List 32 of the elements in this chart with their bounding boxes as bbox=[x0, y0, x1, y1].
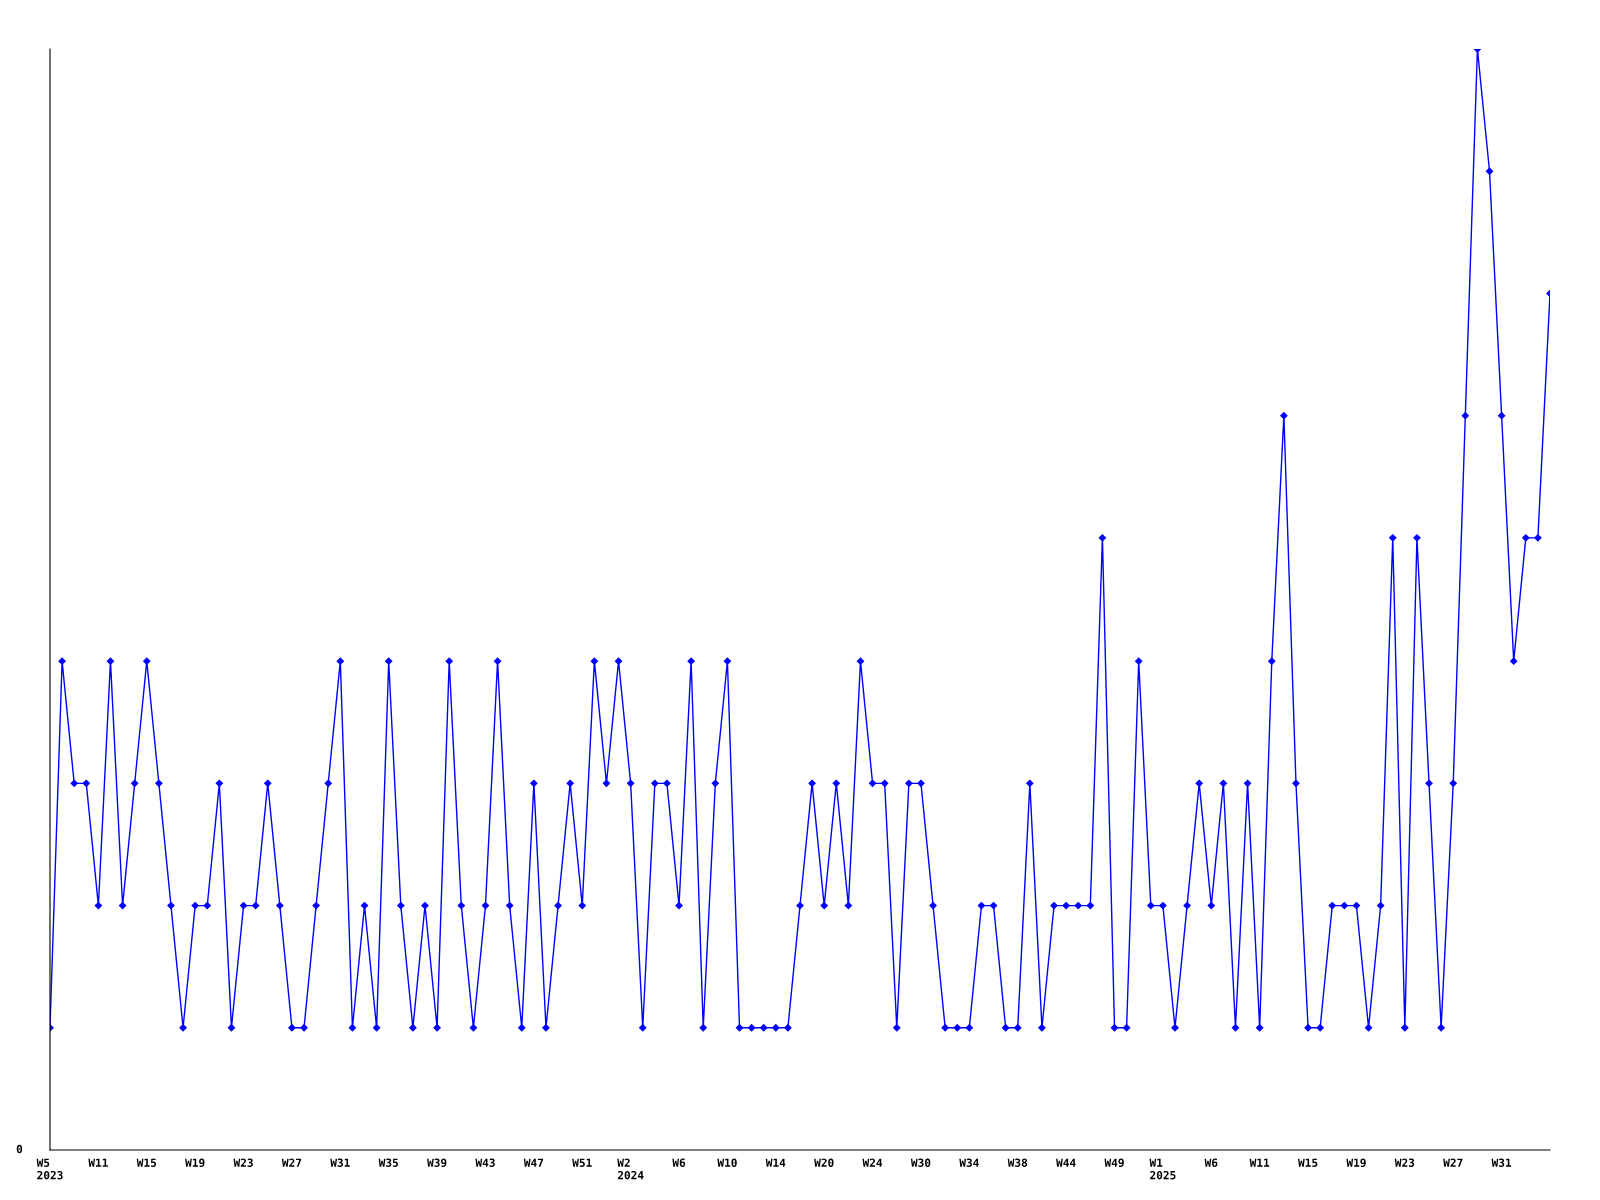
x-tick-label: W23 bbox=[233, 1158, 253, 1167]
x-tick-label: W44 bbox=[1056, 1158, 1076, 1167]
x-tick-label: W38 bbox=[1007, 1158, 1028, 1167]
x-tick-label: W24 bbox=[862, 1158, 883, 1167]
x-tick-label: W27 bbox=[1443, 1158, 1463, 1167]
x-tick-label: W39 bbox=[427, 1158, 447, 1167]
x-tick-label: W6 bbox=[1204, 1158, 1218, 1167]
x-tick-label: W34 bbox=[959, 1158, 979, 1167]
x-tick-label: W11 bbox=[88, 1158, 108, 1167]
x-tick-label: W10 bbox=[717, 1158, 737, 1167]
x-tick-label: W19 bbox=[185, 1158, 205, 1167]
x-tick-label: W30 bbox=[910, 1158, 931, 1167]
x-tick-label: W5 2023 bbox=[36, 1158, 63, 1180]
text: 0 bbox=[16, 1144, 23, 1154]
x-tick-label: W6 bbox=[672, 1158, 686, 1167]
x-tick-label: W49 bbox=[1104, 1158, 1124, 1167]
x-tick-label: W51 bbox=[572, 1158, 592, 1167]
x-tick-label: W1 2025 bbox=[1149, 1158, 1176, 1180]
x-tick-label: W43 bbox=[475, 1158, 495, 1167]
x-tick-label: W15 bbox=[136, 1158, 157, 1167]
x-tick-label: W27 bbox=[281, 1158, 302, 1167]
x-tick-label: W15 bbox=[1298, 1158, 1318, 1167]
x-tick-label: W19 bbox=[1346, 1158, 1366, 1167]
x-tick-label: W47 bbox=[523, 1158, 544, 1167]
x-tick-label: W31 bbox=[330, 1158, 350, 1167]
x-tick-label: W23 bbox=[1394, 1158, 1415, 1167]
x-tick-label: W14 bbox=[765, 1158, 786, 1167]
x-tick-label: W2 2024 bbox=[617, 1158, 644, 1180]
x-tick-label: W20 bbox=[814, 1158, 834, 1167]
x-tick-label: W11 bbox=[1249, 1158, 1270, 1167]
x-tick-label: W35 bbox=[378, 1158, 398, 1167]
x-tick-label: W31 bbox=[1491, 1158, 1512, 1167]
